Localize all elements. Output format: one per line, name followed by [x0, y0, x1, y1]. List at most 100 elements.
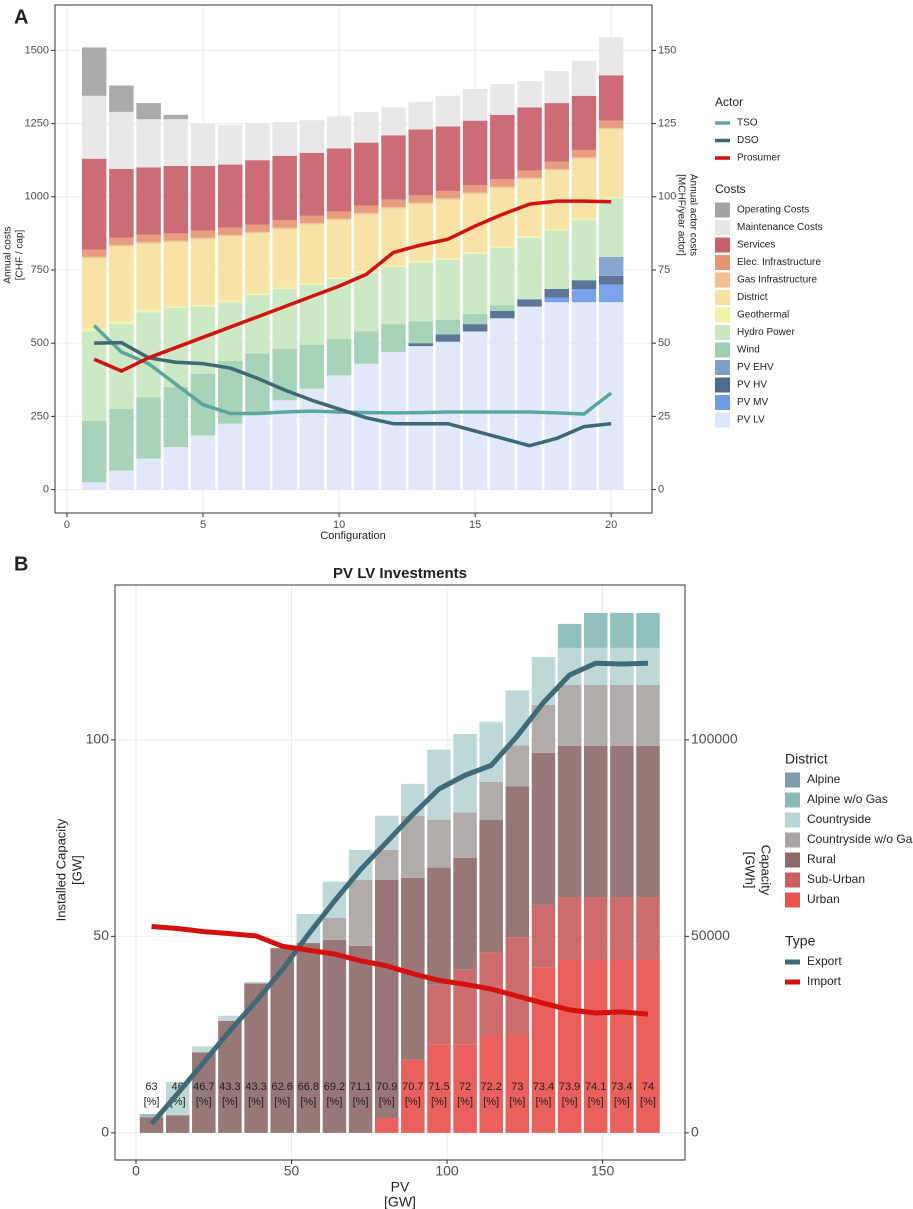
bar-segment [190, 237, 216, 240]
bar-segment [374, 849, 399, 880]
bar-segment [453, 812, 477, 858]
bar-segment [190, 166, 216, 231]
legend-label: Countryside [807, 812, 871, 826]
legend-label: Geothermal [737, 310, 789, 321]
bar-segment [381, 267, 406, 325]
line [149, 660, 649, 1126]
bar-segment [245, 231, 270, 234]
x-tick-label: 100 [435, 1163, 459, 1179]
bar-segment [571, 95, 597, 150]
legend-label: Export [807, 954, 842, 968]
legend-label: Hydro Power [737, 327, 795, 338]
bar-segment [109, 245, 134, 247]
bar-segment [583, 612, 608, 648]
bar-annotation: 62.6 [271, 1081, 292, 1093]
bar-segment [571, 218, 597, 221]
plot-border [54, 4, 653, 514]
legend-title: Type [785, 933, 816, 949]
legend-label: Alpine w/o Gas [807, 792, 888, 806]
bar-annotation-unit: [%] [196, 1096, 212, 1108]
y-tick-label: 750 [31, 264, 49, 276]
bar-segment [408, 343, 433, 347]
bar-segment [544, 302, 570, 490]
bar-segment [517, 177, 542, 180]
bar-segment [326, 220, 352, 278]
bar-segment [598, 284, 624, 303]
bar-annotation-unit: [%] [379, 1096, 395, 1108]
bar-annotation: 73 [511, 1081, 523, 1093]
bar-segment [245, 123, 270, 161]
bar-segment [163, 119, 189, 167]
bar-segment [479, 721, 503, 782]
y2-tick-label: 100000 [691, 731, 738, 747]
bar-segment [354, 363, 379, 490]
bar-segment [544, 230, 570, 290]
bar-annotation-unit: [%] [300, 1096, 316, 1108]
bar-segment [557, 959, 582, 1133]
bar-segment [381, 324, 406, 352]
bar-segment [163, 166, 189, 234]
bar-segment [109, 246, 134, 322]
bar-segment [81, 258, 107, 329]
bar-segment [408, 262, 433, 322]
legend-label: PV HV [737, 380, 767, 391]
legend-label: District [737, 292, 768, 303]
bar-segment [505, 937, 530, 1036]
bar-segment [557, 684, 582, 746]
legend-swatch [715, 220, 730, 235]
bar-segment [326, 338, 352, 376]
bar-segment [479, 952, 503, 1036]
bar-segment [374, 815, 399, 850]
bar-segment [610, 612, 634, 648]
bar-segment [299, 215, 325, 224]
bar-segment [217, 164, 243, 228]
bar-segment [571, 220, 597, 281]
bar-segment [544, 103, 570, 162]
bar-segment [462, 185, 488, 193]
bar-segment [408, 101, 433, 130]
y-tick-label: 0 [101, 1124, 109, 1140]
legend-title: Costs [715, 182, 746, 196]
bar-segment [462, 324, 488, 332]
bar-segment [583, 684, 608, 746]
bar-segment [427, 819, 451, 868]
bar-segment [296, 943, 321, 1133]
bar-annotation-unit: [%] [509, 1096, 525, 1108]
bar-annotation-unit: [%] [274, 1096, 290, 1108]
y-tick-label: 500 [31, 337, 49, 349]
y2-tick-label: 25 [658, 410, 670, 422]
bar-segment [326, 277, 352, 279]
bar-segment [136, 167, 161, 235]
bar-segment [610, 684, 634, 746]
bar-segment [299, 224, 325, 284]
bar-segment [610, 897, 634, 960]
y-axis-label: [GW] [69, 855, 84, 885]
bar-segment [322, 939, 347, 1133]
y2-tick-label: 125 [658, 117, 676, 129]
bar-segment [381, 208, 406, 266]
legend-label: Countryside w/o Gas [807, 832, 913, 846]
bar-segment [381, 207, 406, 209]
bar-segment [245, 224, 270, 232]
bar-segment [81, 256, 107, 259]
line [94, 340, 612, 448]
bar-segment [401, 815, 425, 878]
bar-annotation: 71.1 [350, 1081, 371, 1093]
bar-segment [190, 239, 216, 306]
bar-segment [490, 318, 515, 490]
bar-annotation-unit: [%] [614, 1096, 630, 1108]
bar-segment [163, 306, 189, 309]
bar-segment [136, 397, 161, 459]
bar-segment [517, 81, 542, 108]
legend-swatch [715, 307, 730, 323]
legend-swatch [715, 237, 730, 253]
bar-segment [408, 129, 433, 196]
bar-annotation-unit: [%] [431, 1096, 447, 1108]
bar-annotation: 74 [642, 1081, 654, 1093]
legend-label: Elec. Infrastructure [737, 257, 821, 268]
bar-segment [136, 103, 161, 120]
bar-segment [490, 310, 515, 319]
bar-segment [190, 435, 216, 490]
bar-segment [490, 186, 515, 188]
bar-segment [81, 95, 107, 159]
